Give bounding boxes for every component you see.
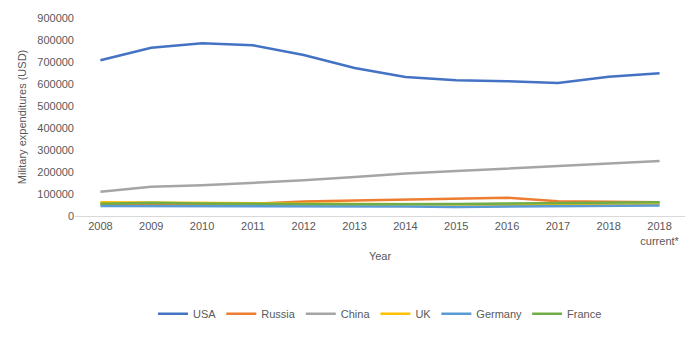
svg-text:Russia: Russia bbox=[261, 308, 296, 320]
svg-text:2015: 2015 bbox=[444, 220, 468, 232]
svg-text:Germany: Germany bbox=[476, 308, 522, 320]
svg-text:2013: 2013 bbox=[342, 220, 366, 232]
svg-text:900000: 900000 bbox=[37, 12, 74, 24]
svg-text:2008: 2008 bbox=[88, 220, 112, 232]
svg-text:UK: UK bbox=[415, 308, 431, 320]
svg-text:600000: 600000 bbox=[37, 78, 74, 90]
svg-text:Year: Year bbox=[369, 250, 392, 262]
svg-text:0: 0 bbox=[68, 210, 74, 222]
svg-text:2016: 2016 bbox=[495, 220, 519, 232]
svg-text:2018: 2018 bbox=[597, 220, 621, 232]
svg-text:2017: 2017 bbox=[546, 220, 570, 232]
svg-text:USA: USA bbox=[193, 308, 216, 320]
svg-text:Military expenditures (USD): Military expenditures (USD) bbox=[16, 50, 28, 184]
svg-text:800000: 800000 bbox=[37, 34, 74, 46]
svg-text:France: France bbox=[567, 308, 601, 320]
svg-text:2011: 2011 bbox=[241, 220, 265, 232]
svg-text:2010: 2010 bbox=[190, 220, 214, 232]
svg-text:100000: 100000 bbox=[37, 188, 74, 200]
svg-text:200000: 200000 bbox=[37, 166, 74, 178]
svg-text:700000: 700000 bbox=[37, 56, 74, 68]
svg-text:China: China bbox=[341, 308, 371, 320]
svg-text:2012: 2012 bbox=[292, 220, 316, 232]
svg-text:2009: 2009 bbox=[139, 220, 163, 232]
svg-text:300000: 300000 bbox=[37, 144, 74, 156]
svg-text:2014: 2014 bbox=[393, 220, 417, 232]
svg-text:500000: 500000 bbox=[37, 100, 74, 112]
svg-text:400000: 400000 bbox=[37, 122, 74, 134]
svg-text:2018current*: 2018current* bbox=[640, 220, 679, 246]
